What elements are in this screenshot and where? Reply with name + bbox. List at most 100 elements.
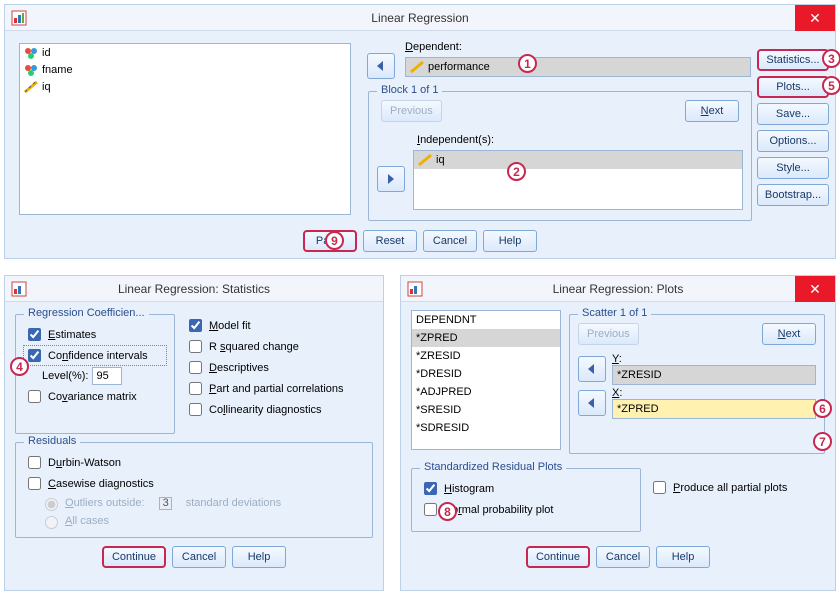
stats-cancel-button[interactable]: Cancel bbox=[172, 546, 226, 568]
nominal-icon bbox=[24, 46, 38, 60]
var-label: fname bbox=[42, 64, 73, 76]
produce-partial-check[interactable]: Produce all partial plots bbox=[649, 478, 825, 497]
main-button-row: Paste Reset Cancel Help bbox=[5, 230, 835, 252]
y-field[interactable]: *ZRESID bbox=[612, 365, 816, 385]
window-title: Linear Regression: Plots bbox=[553, 282, 684, 296]
titlebar: Linear Regression: Plots ✕ bbox=[401, 276, 835, 302]
statistics-dialog: Linear Regression: Statistics Regression… bbox=[4, 275, 384, 591]
level-row: Level(%): bbox=[42, 367, 166, 385]
level-input[interactable] bbox=[92, 367, 122, 385]
list-item[interactable]: *ZPRED bbox=[412, 329, 560, 347]
descriptives-check[interactable]: Descriptives bbox=[185, 358, 373, 377]
y-label: Y: bbox=[612, 353, 622, 365]
allcases-radio: All cases bbox=[40, 513, 364, 529]
list-item[interactable]: *SDRESID bbox=[412, 419, 560, 437]
casewise-check[interactable]: Casewise diagnostics bbox=[24, 474, 364, 493]
app-icon bbox=[11, 10, 27, 26]
stats-help-button[interactable]: Help bbox=[232, 546, 286, 568]
covmatrix-check[interactable]: Covariance matrix bbox=[24, 387, 166, 406]
stats-continue-button[interactable]: Continue bbox=[102, 546, 166, 568]
scale-icon bbox=[24, 80, 38, 94]
collin-check[interactable]: Collinearity diagnostics bbox=[185, 400, 373, 419]
reset-button[interactable]: Reset bbox=[363, 230, 417, 252]
style-button[interactable]: Style... bbox=[757, 157, 829, 179]
right-checks: Model fit R squared change Descriptives … bbox=[185, 310, 373, 438]
r2change-check[interactable]: R squared change bbox=[185, 337, 373, 356]
list-item[interactable]: DEPENDNT bbox=[412, 311, 560, 329]
level-label: Level(%): bbox=[42, 370, 88, 382]
residuals-legend: Residuals bbox=[24, 435, 80, 447]
move-x-button[interactable] bbox=[578, 390, 606, 416]
var-label: id bbox=[42, 47, 51, 59]
confint-check[interactable]: Confidence intervals bbox=[24, 346, 166, 365]
plots-continue-button[interactable]: Continue bbox=[526, 546, 590, 568]
dependent-value: performance bbox=[428, 61, 490, 73]
indep-iq[interactable]: iq bbox=[414, 151, 742, 169]
app-icon bbox=[407, 281, 423, 297]
independent-list[interactable]: iq bbox=[413, 150, 743, 210]
list-item[interactable]: *ZRESID bbox=[412, 347, 560, 365]
list-item[interactable]: *DRESID bbox=[412, 365, 560, 383]
help-button[interactable]: Help bbox=[483, 230, 537, 252]
plots-help-button[interactable]: Help bbox=[656, 546, 710, 568]
cancel-button[interactable]: Cancel bbox=[423, 230, 477, 252]
linear-regression-dialog: Linear Regression ✕ id fname iq Dependen… bbox=[4, 4, 836, 259]
dependent-label: Dependent: bbox=[405, 41, 462, 53]
normplot-check[interactable]: Normal probability plot bbox=[420, 500, 632, 519]
plots-dialog: Linear Regression: Plots ✕ DEPENDNT *ZPR… bbox=[400, 275, 836, 591]
paste-button[interactable]: Paste bbox=[303, 230, 357, 252]
scatter-next-button[interactable]: Next bbox=[762, 323, 816, 345]
var-fname[interactable]: fname bbox=[20, 61, 350, 78]
window-title: Linear Regression: Statistics bbox=[118, 282, 270, 296]
move-y-button[interactable] bbox=[578, 356, 606, 382]
list-item[interactable]: *SRESID bbox=[412, 401, 560, 419]
modelfit-check[interactable]: Model fit bbox=[185, 316, 373, 335]
list-item[interactable]: *ADJPRED bbox=[412, 383, 560, 401]
plots-button-row: Continue Cancel Help bbox=[411, 546, 825, 568]
stats-button-row: Continue Cancel Help bbox=[15, 546, 373, 568]
histogram-check[interactable]: Histogram bbox=[420, 479, 632, 498]
bootstrap-button[interactable]: Bootstrap... bbox=[757, 184, 829, 206]
scale-icon bbox=[418, 153, 432, 167]
independent-label: Independent(s): bbox=[417, 134, 494, 146]
scatter-legend: Scatter 1 of 1 bbox=[578, 307, 651, 319]
close-button[interactable]: ✕ bbox=[795, 276, 835, 302]
nominal-icon bbox=[24, 63, 38, 77]
var-label: iq bbox=[42, 81, 51, 93]
coef-legend: Regression Coefficien... bbox=[24, 307, 149, 319]
partcorr-check[interactable]: Part and partial correlations bbox=[185, 379, 373, 398]
block-next-button[interactable]: Next bbox=[685, 100, 739, 122]
estimates-check[interactable]: Estimates bbox=[24, 325, 166, 344]
var-id[interactable]: id bbox=[20, 44, 350, 61]
x-field[interactable]: *ZPRED bbox=[612, 399, 816, 419]
titlebar: Linear Regression: Statistics bbox=[5, 276, 383, 302]
outliers-radio: Outliers outside: standard deviations bbox=[40, 495, 364, 511]
dependent-field[interactable]: performance bbox=[405, 57, 751, 77]
durbin-check[interactable]: Durbin-Watson bbox=[24, 453, 364, 472]
options-button[interactable]: Options... bbox=[757, 130, 829, 152]
statistics-button[interactable]: Statistics... bbox=[757, 49, 829, 71]
app-icon bbox=[11, 281, 27, 297]
plots-cancel-button[interactable]: Cancel bbox=[596, 546, 650, 568]
indep-label: iq bbox=[436, 154, 445, 166]
titlebar: Linear Regression ✕ bbox=[5, 5, 835, 31]
move-to-dependent-button[interactable] bbox=[367, 53, 395, 79]
plots-source-list[interactable]: DEPENDNT *ZPRED *ZRESID *DRESID *ADJPRED… bbox=[411, 310, 561, 450]
x-label: X: bbox=[612, 387, 622, 399]
save-button[interactable]: Save... bbox=[757, 103, 829, 125]
scale-icon bbox=[410, 60, 424, 74]
residuals-group: Residuals Durbin-Watson Casewise diagnos… bbox=[15, 442, 373, 538]
plots-button[interactable]: Plots... bbox=[757, 76, 829, 98]
srp-group: Standardized Residual Plots Histogram No… bbox=[411, 468, 641, 532]
source-variables-list[interactable]: id fname iq bbox=[19, 43, 351, 215]
move-to-independent-button[interactable] bbox=[377, 166, 405, 192]
scatter-prev-button: Previous bbox=[578, 323, 639, 345]
block-previous-button: Previous bbox=[381, 100, 442, 122]
scatter-group: Scatter 1 of 1 Previous Next Y: *ZRESID … bbox=[569, 314, 825, 454]
close-button[interactable]: ✕ bbox=[795, 5, 835, 31]
srp-legend: Standardized Residual Plots bbox=[420, 461, 566, 473]
block-legend: Block 1 of 1 bbox=[377, 84, 442, 96]
stddev-label: standard deviations bbox=[186, 497, 281, 509]
var-iq[interactable]: iq bbox=[20, 78, 350, 95]
outliers-value bbox=[159, 497, 172, 510]
